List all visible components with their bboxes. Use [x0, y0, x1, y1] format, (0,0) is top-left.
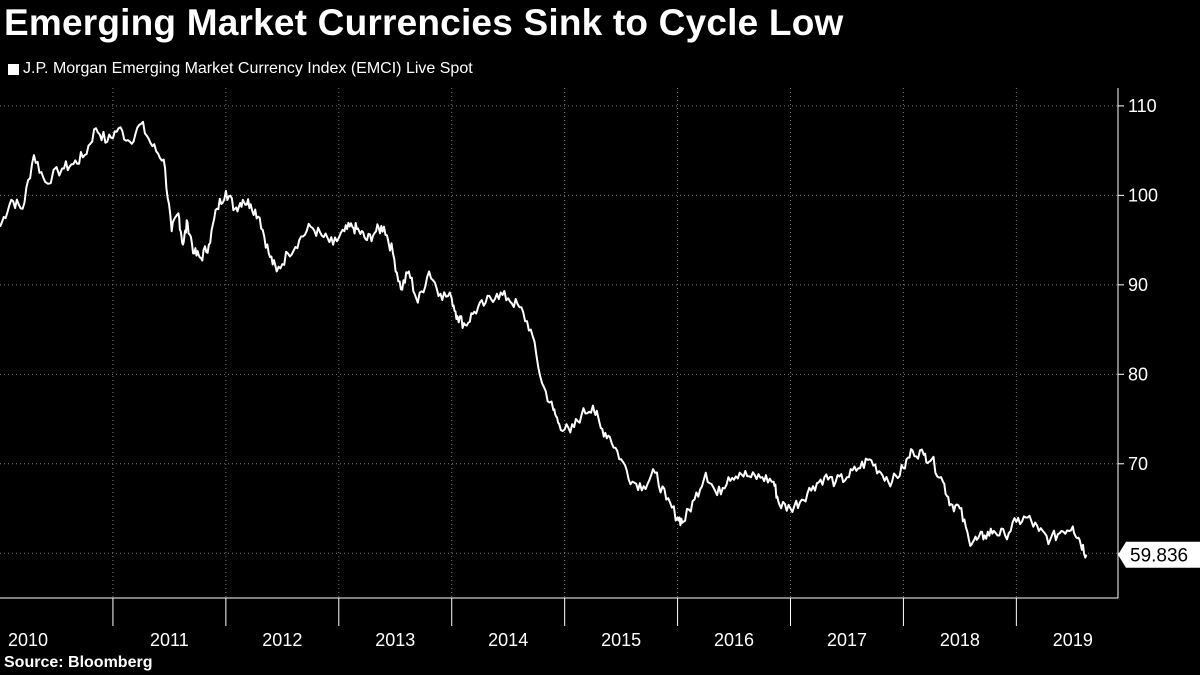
last-value-box [1118, 541, 1200, 568]
y-axis-labels: 60708090100110 [1128, 96, 1158, 563]
x-axis-labels: 2010 2011 2012 2013 2014 2015 2016 2017 2018 2019 [8, 630, 1093, 650]
y-tick-label: 110 [1128, 96, 1157, 116]
x-tick-label: 2016 [714, 630, 754, 650]
x-tick-label: 2013 [375, 630, 415, 650]
y-tick-label: 80 [1128, 364, 1148, 384]
legend-label: J.P. Morgan Emerging Market Currency Ind… [23, 60, 473, 77]
x-tick-label: 2018 [940, 630, 980, 650]
x-tick-label: 2010 [8, 630, 48, 650]
legend-swatch [8, 63, 19, 75]
x-tick-label: 2019 [1053, 630, 1093, 650]
chart-grid [0, 88, 1118, 598]
x-tick-label: 2014 [488, 630, 528, 650]
last-value-callout: 59.836 [1118, 541, 1200, 568]
x-tick-label: 2017 [827, 630, 867, 650]
series-line [0, 120, 1088, 559]
last-value-label: 59.836 [1130, 546, 1188, 567]
x-tick-label: 2012 [262, 630, 302, 650]
y-tick-label: 90 [1128, 275, 1148, 295]
y-tick-label: 100 [1128, 185, 1158, 205]
chart-axes [0, 88, 1124, 626]
source-note: Source: Bloomberg [4, 654, 153, 671]
x-tick-label: 2011 [150, 630, 189, 650]
series-group [0, 120, 1088, 559]
y-tick-label: 70 [1128, 454, 1148, 474]
chart-legend: J.P. Morgan Emerging Market Currency Ind… [8, 60, 473, 78]
chart-title: Emerging Market Currencies Sink to Cycle… [4, 2, 844, 43]
x-tick-label: 2015 [601, 630, 641, 650]
